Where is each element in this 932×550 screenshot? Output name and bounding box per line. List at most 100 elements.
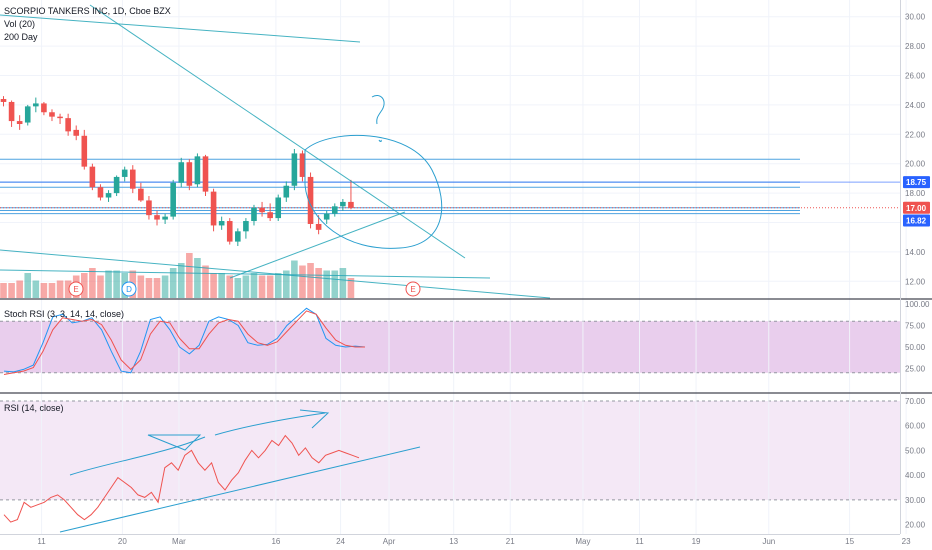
volume-bar [226, 275, 234, 298]
volume-bar [177, 263, 185, 298]
drawings[interactable] [0, 4, 551, 533]
price-tick-label: 22.00 [905, 130, 926, 139]
volume-bar [113, 270, 120, 298]
earnings-marker-1[interactable]: E [68, 281, 84, 297]
legend-ma: 200 Day [4, 32, 38, 42]
x-tick-label: 20 [118, 537, 127, 546]
earnings-marker-1-label: E [73, 285, 78, 294]
volume-bar [274, 273, 282, 298]
indicator-bands [0, 320, 900, 501]
x-tick-label: 11 [635, 537, 644, 546]
stoch-band [0, 321, 900, 373]
volume-bar [169, 268, 177, 298]
candle-body [138, 188, 144, 201]
stoch-tick-label: 100.00 [905, 300, 930, 309]
legend-title: SCORPIO TANKERS INC, 1D, Cboe BZX [4, 6, 171, 16]
support-line [0, 269, 491, 279]
candle-body [57, 116, 63, 119]
x-tick-label: Apr [383, 537, 396, 546]
x-tick-label: Jun [762, 537, 775, 546]
stoch-tick-label: 50.00 [905, 343, 926, 352]
candle-body [259, 207, 265, 213]
price-tag-bg [903, 176, 930, 189]
volume-bar [81, 273, 88, 298]
price-tick-label: 28.00 [905, 42, 926, 51]
price-tick-label: 24.00 [905, 101, 926, 110]
candle-body [8, 101, 15, 122]
legend-main: SCORPIO TANKERS INC, 1D, Cboe BZX Vol (2… [4, 6, 171, 42]
stoch-k-line [3, 307, 366, 374]
horizontal-levels[interactable] [0, 158, 900, 215]
stoch-d-line [3, 310, 365, 375]
rsi-arrow-1 [69, 436, 206, 476]
earnings-marker-2[interactable]: E [405, 281, 421, 297]
candle-body [226, 221, 233, 242]
candle-body [178, 162, 185, 183]
rising-trend-line [229, 211, 406, 279]
candle-body [235, 231, 241, 242]
volume-bar [97, 275, 104, 298]
candle-body [162, 216, 168, 220]
x-tick-label: May [575, 537, 590, 546]
volume-bar [48, 283, 56, 298]
candle-body [33, 103, 39, 107]
candle-body [275, 197, 282, 219]
volume-bar [283, 270, 290, 298]
candle-body [113, 176, 120, 194]
volume-bar [202, 265, 209, 298]
x-tick-label: 11 [37, 537, 46, 546]
x-tick-label: 15 [845, 537, 854, 546]
price-tick-label: 12.00 [905, 277, 926, 286]
volume-bar [315, 268, 322, 298]
candle-body [210, 191, 217, 226]
volume-bar [8, 283, 15, 298]
price-tick-label: 20.00 [905, 160, 926, 169]
dividend-marker-label: D [126, 285, 132, 294]
legend-stoch: Stoch RSI (3, 3, 14, 14, close) [4, 309, 124, 319]
candle-body [340, 201, 346, 207]
price-tag-bg [903, 214, 930, 227]
dividend-marker[interactable]: D [121, 281, 137, 297]
volume-bar [242, 275, 250, 298]
candle-body [146, 200, 152, 216]
upper-line [0, 14, 361, 43]
volume-bar [331, 270, 339, 298]
rsi-band [0, 400, 900, 500]
candle-body [299, 153, 306, 177]
candle-body [348, 201, 354, 208]
candle-body [154, 215, 160, 220]
price-tag-label: 17.00 [906, 204, 927, 213]
event-markers[interactable]: E D E [68, 281, 421, 297]
candle-body [121, 169, 128, 177]
candle-body [73, 129, 80, 136]
candle-body [194, 156, 201, 185]
price-tick-label: 14.00 [905, 248, 926, 257]
x-tick-label: 19 [692, 537, 701, 546]
price-tick-label: 26.00 [905, 72, 926, 81]
rsi-tick-label: 20.00 [905, 521, 926, 530]
candle-body [16, 121, 23, 125]
candle-body [243, 221, 249, 232]
x-tick-label: 24 [336, 537, 345, 546]
volume-bar [16, 280, 23, 298]
volume-bar [250, 273, 258, 298]
candle-body [89, 166, 96, 188]
price-tag-bg [903, 201, 930, 214]
volume-bar [299, 265, 306, 298]
candle-body [49, 112, 55, 117]
candle-body [267, 212, 273, 219]
volume-bar [24, 273, 32, 298]
volume-bar [258, 275, 266, 298]
volume-bar [307, 263, 314, 298]
rsi-tick-label: 40.00 [905, 471, 926, 480]
rsi-tick-label: 60.00 [905, 422, 926, 431]
rsi-arrowhead-1 [147, 434, 202, 451]
volume-bar [210, 273, 217, 298]
legend-volume: Vol (20) [4, 19, 35, 29]
price-tick-label: 30.00 [905, 13, 926, 22]
rsi-tick-label: 30.00 [905, 496, 926, 505]
x-tick-label: 16 [271, 537, 280, 546]
candle-body [170, 182, 176, 217]
price-tag-label: 16.82 [906, 216, 927, 225]
